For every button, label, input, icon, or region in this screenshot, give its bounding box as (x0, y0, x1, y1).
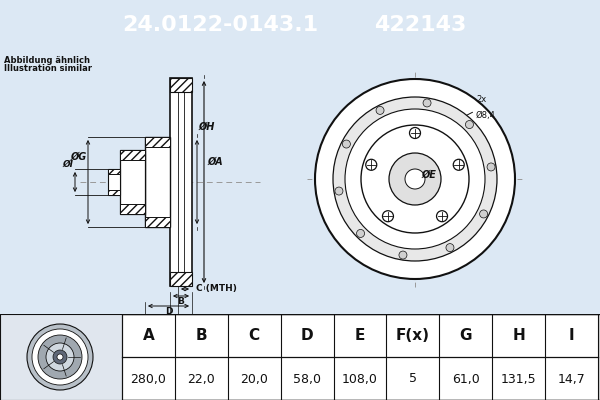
Text: B: B (196, 328, 207, 344)
Circle shape (466, 120, 473, 128)
Circle shape (423, 99, 431, 107)
Bar (120, 150, 145, 160)
Circle shape (453, 159, 464, 170)
Bar (145, 137, 170, 227)
Circle shape (356, 230, 365, 238)
Text: ØI: ØI (62, 160, 73, 168)
Bar (108, 190, 120, 195)
Circle shape (335, 187, 343, 195)
Text: ØE: ØE (421, 170, 436, 180)
Text: 20,0: 20,0 (240, 372, 268, 386)
Circle shape (382, 211, 394, 222)
Text: E: E (355, 328, 365, 344)
Text: 108,0: 108,0 (342, 372, 378, 386)
Bar (170, 78, 192, 286)
Bar (170, 78, 192, 92)
Circle shape (345, 109, 485, 249)
Bar (108, 169, 120, 195)
Text: H: H (512, 328, 525, 344)
Text: 24.0122-0143.1: 24.0122-0143.1 (122, 15, 318, 35)
Circle shape (361, 125, 469, 233)
Bar (120, 204, 145, 214)
Text: Illustration similar: Illustration similar (4, 64, 92, 73)
Circle shape (399, 251, 407, 259)
Text: Ø8,4: Ø8,4 (476, 111, 496, 120)
Circle shape (487, 163, 495, 171)
Text: 5: 5 (409, 372, 417, 386)
Circle shape (366, 159, 377, 170)
Bar (145, 137, 170, 147)
Bar (120, 150, 145, 214)
Circle shape (389, 153, 441, 205)
Circle shape (437, 211, 448, 222)
Text: 131,5: 131,5 (501, 372, 536, 386)
Circle shape (446, 244, 454, 252)
Bar (145, 217, 170, 227)
Text: G: G (460, 328, 472, 344)
Circle shape (343, 140, 350, 148)
Text: 2x: 2x (476, 95, 486, 104)
Circle shape (46, 343, 74, 371)
Text: 14,7: 14,7 (557, 372, 586, 386)
Bar (0, 314, 122, 400)
Text: 58,0: 58,0 (293, 372, 321, 386)
Circle shape (27, 324, 93, 390)
Text: 280,0: 280,0 (131, 372, 166, 386)
Circle shape (333, 97, 497, 261)
Circle shape (479, 210, 488, 218)
Bar (170, 272, 192, 286)
Text: 61,0: 61,0 (452, 372, 479, 386)
Circle shape (409, 128, 421, 138)
Text: ØG: ØG (70, 152, 86, 162)
Circle shape (32, 329, 88, 385)
Text: C: C (248, 328, 260, 344)
Text: ØH: ØH (198, 122, 214, 132)
Text: B: B (178, 298, 184, 306)
Text: A: A (143, 328, 154, 344)
Circle shape (376, 106, 384, 114)
Text: D: D (165, 306, 172, 316)
Circle shape (405, 169, 425, 189)
Text: Abbildung ähnlich: Abbildung ähnlich (4, 56, 90, 65)
Text: 22,0: 22,0 (187, 372, 215, 386)
Text: D: D (301, 328, 313, 344)
Text: I: I (569, 328, 574, 344)
Text: 422143: 422143 (374, 15, 466, 35)
Circle shape (57, 354, 63, 360)
Circle shape (315, 79, 515, 279)
Text: F(x): F(x) (396, 328, 430, 344)
Text: C (MTH): C (MTH) (196, 284, 237, 294)
Circle shape (38, 335, 82, 379)
Text: ØA: ØA (207, 157, 223, 167)
Bar (108, 169, 120, 174)
Circle shape (53, 350, 67, 364)
